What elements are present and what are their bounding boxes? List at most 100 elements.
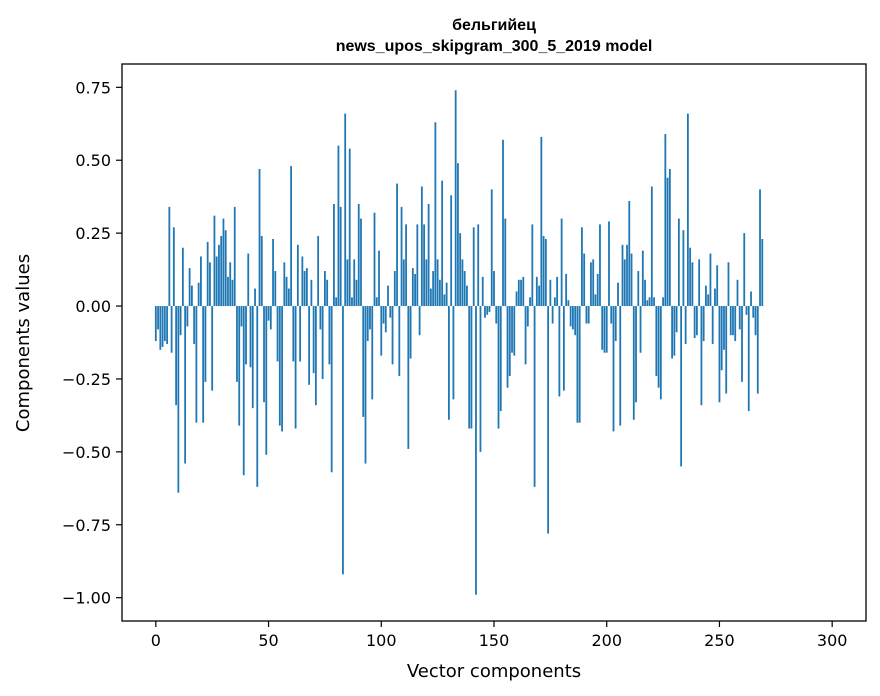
bar-76 bbox=[326, 279, 329, 307]
bars-group bbox=[154, 90, 764, 595]
bar-160 bbox=[515, 291, 518, 307]
bar-117 bbox=[418, 306, 421, 336]
bar-50 bbox=[267, 306, 270, 321]
bar-148 bbox=[488, 306, 491, 312]
bar-7 bbox=[170, 306, 173, 353]
bar-257 bbox=[734, 306, 737, 342]
bar-131 bbox=[450, 195, 453, 307]
y-tick-label: 0.75 bbox=[75, 78, 111, 97]
bar-0 bbox=[154, 306, 157, 342]
bar-259 bbox=[738, 306, 741, 330]
bar-116 bbox=[416, 224, 419, 307]
bar-145 bbox=[481, 276, 484, 307]
bar-34 bbox=[231, 279, 234, 307]
bar-77 bbox=[328, 306, 331, 365]
bar-109 bbox=[400, 206, 403, 307]
bar-29 bbox=[220, 236, 223, 307]
bar-44 bbox=[254, 288, 256, 307]
bar-236 bbox=[686, 113, 689, 307]
bar-210 bbox=[628, 201, 631, 307]
bar-24 bbox=[209, 262, 211, 307]
bar-134 bbox=[457, 163, 459, 307]
bar-54 bbox=[276, 306, 279, 362]
bar-13 bbox=[184, 306, 187, 464]
bar-182 bbox=[565, 273, 568, 307]
bar-48 bbox=[263, 306, 265, 403]
bar-59 bbox=[287, 288, 290, 307]
bar-250 bbox=[718, 306, 721, 403]
bar-155 bbox=[504, 218, 507, 307]
bar-130 bbox=[448, 306, 450, 420]
bar-139 bbox=[468, 306, 471, 429]
bar-154 bbox=[502, 139, 504, 307]
bar-233 bbox=[680, 306, 683, 467]
bar-40 bbox=[245, 306, 247, 365]
bar-234 bbox=[682, 230, 685, 307]
bar-246 bbox=[709, 253, 712, 307]
bar-55 bbox=[278, 306, 281, 426]
bar-228 bbox=[668, 168, 671, 307]
bar-221 bbox=[653, 297, 655, 307]
bar-113 bbox=[409, 306, 412, 359]
bar-176 bbox=[551, 306, 554, 324]
x-axis: 0 50 100 150 200 250 300 bbox=[151, 621, 847, 650]
bar-22 bbox=[204, 306, 207, 382]
bar-53 bbox=[274, 271, 277, 307]
bar-218 bbox=[646, 300, 649, 307]
bar-120 bbox=[425, 259, 428, 307]
bar-262 bbox=[745, 306, 748, 315]
bar-81 bbox=[337, 145, 340, 307]
bar-189 bbox=[581, 227, 583, 307]
bar-269 bbox=[761, 238, 764, 307]
bar-80 bbox=[335, 297, 338, 307]
bar-141 bbox=[472, 227, 475, 307]
bar-170 bbox=[538, 285, 540, 307]
bar-268 bbox=[759, 189, 761, 307]
bar-156 bbox=[506, 306, 509, 388]
bar-85 bbox=[346, 259, 349, 307]
bar-146 bbox=[484, 306, 486, 318]
bar-244 bbox=[705, 285, 707, 307]
bar-2 bbox=[159, 306, 162, 350]
bar-260 bbox=[741, 306, 743, 382]
bar-193 bbox=[590, 262, 592, 307]
bar-65 bbox=[301, 256, 304, 307]
bar-143 bbox=[477, 224, 480, 307]
bar-168 bbox=[533, 306, 536, 487]
bar-12 bbox=[181, 247, 184, 307]
bar-225 bbox=[662, 297, 664, 307]
bar-192 bbox=[587, 306, 590, 324]
bar-94 bbox=[366, 306, 369, 342]
bar-56 bbox=[281, 306, 283, 432]
bar-172 bbox=[542, 236, 545, 307]
bar-258 bbox=[736, 279, 739, 307]
bar-164 bbox=[524, 306, 527, 365]
y-tick-label: 0.00 bbox=[75, 297, 111, 316]
bar-25 bbox=[211, 306, 214, 391]
bar-227 bbox=[666, 177, 669, 307]
bar-152 bbox=[497, 306, 500, 429]
bar-161 bbox=[517, 279, 520, 307]
bar-149 bbox=[490, 189, 493, 307]
bar-163 bbox=[522, 276, 525, 307]
bar-42 bbox=[249, 306, 252, 368]
bar-264 bbox=[750, 291, 752, 307]
bar-205 bbox=[617, 282, 619, 307]
bar-136 bbox=[461, 259, 464, 307]
bar-41 bbox=[247, 253, 250, 307]
bar-107 bbox=[396, 183, 398, 307]
bar-177 bbox=[553, 297, 556, 307]
bar-248 bbox=[714, 288, 716, 307]
y-tick-label: 0.50 bbox=[75, 151, 111, 170]
bar-9 bbox=[175, 306, 178, 406]
x-tick-label: 100 bbox=[366, 631, 397, 650]
y-tick-label: −0.50 bbox=[62, 443, 111, 462]
bar-256 bbox=[732, 306, 734, 336]
bar-138 bbox=[466, 285, 468, 307]
bar-254 bbox=[727, 262, 730, 307]
bar-46 bbox=[258, 168, 261, 307]
bar-173 bbox=[544, 238, 547, 307]
bar-15 bbox=[188, 268, 191, 307]
bar-93 bbox=[364, 306, 367, 464]
bar-67 bbox=[305, 268, 308, 307]
